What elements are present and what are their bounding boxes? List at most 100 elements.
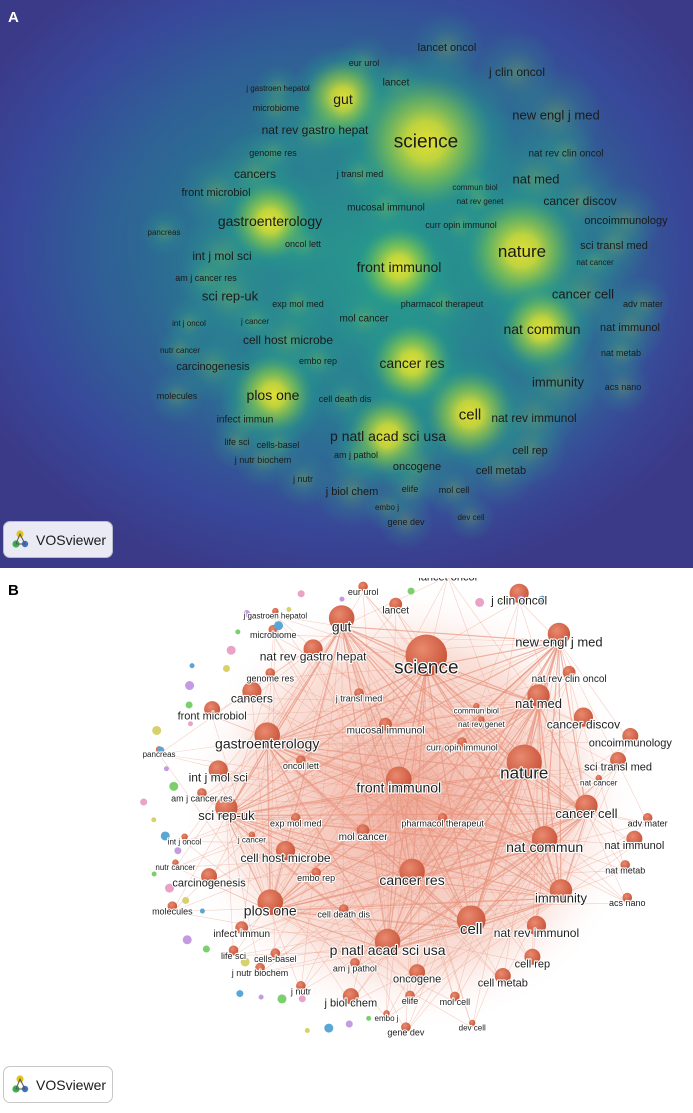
journal-node[interactable] bbox=[595, 774, 602, 782]
minor-cluster-node[interactable] bbox=[182, 935, 192, 945]
journal-node[interactable] bbox=[208, 760, 228, 780]
minor-cluster-node[interactable] bbox=[169, 781, 179, 791]
journal-node[interactable] bbox=[622, 892, 633, 903]
journal-node[interactable] bbox=[562, 665, 576, 679]
journal-node[interactable] bbox=[399, 858, 425, 885]
journal-node[interactable] bbox=[401, 1022, 411, 1032]
minor-cluster-node[interactable] bbox=[277, 994, 287, 1004]
minor-cluster-node[interactable] bbox=[182, 896, 190, 904]
journal-node[interactable] bbox=[228, 945, 239, 956]
journal-node[interactable] bbox=[255, 962, 265, 973]
journal-node[interactable] bbox=[204, 701, 221, 718]
journal-node[interactable] bbox=[374, 928, 401, 955]
minor-cluster-node[interactable] bbox=[324, 1023, 334, 1033]
minor-cluster-node[interactable] bbox=[151, 817, 157, 823]
journal-node[interactable] bbox=[473, 702, 480, 710]
journal-node[interactable] bbox=[626, 830, 643, 847]
journal-node[interactable] bbox=[547, 622, 571, 646]
journal-node[interactable] bbox=[242, 681, 262, 701]
journal-node[interactable] bbox=[296, 981, 306, 991]
journal-node[interactable] bbox=[437, 813, 448, 823]
journal-node[interactable] bbox=[457, 737, 467, 747]
journal-node[interactable] bbox=[494, 968, 511, 984]
journal-node[interactable] bbox=[506, 744, 542, 780]
journal-node[interactable] bbox=[356, 824, 370, 838]
journal-node[interactable] bbox=[405, 990, 415, 1001]
minor-cluster-node[interactable] bbox=[140, 798, 148, 806]
minor-cluster-node[interactable] bbox=[174, 847, 182, 855]
journal-node[interactable] bbox=[622, 728, 639, 744]
minor-cluster-node[interactable] bbox=[475, 597, 485, 607]
journal-node[interactable] bbox=[311, 867, 321, 878]
journal-node[interactable] bbox=[478, 716, 485, 723]
journal-node[interactable] bbox=[575, 794, 598, 818]
minor-cluster-node[interactable] bbox=[157, 746, 165, 754]
minor-cluster-node[interactable] bbox=[258, 994, 264, 1000]
minor-cluster-node[interactable] bbox=[222, 665, 230, 673]
journal-node[interactable] bbox=[409, 964, 426, 981]
journal-node[interactable] bbox=[338, 904, 349, 914]
minor-cluster-node[interactable] bbox=[187, 721, 193, 727]
minor-cluster-node[interactable] bbox=[202, 945, 210, 953]
minor-cluster-node[interactable] bbox=[274, 621, 284, 631]
journal-node[interactable] bbox=[379, 717, 392, 731]
journal-node[interactable] bbox=[197, 788, 207, 798]
journal-node[interactable] bbox=[167, 901, 178, 911]
journal-node[interactable] bbox=[358, 581, 368, 592]
minor-cluster-node[interactable] bbox=[235, 629, 241, 635]
journal-node[interactable] bbox=[531, 826, 558, 852]
journal-node[interactable] bbox=[215, 796, 238, 819]
minor-cluster-node[interactable] bbox=[226, 645, 236, 655]
journal-node[interactable] bbox=[270, 948, 281, 958]
journal-node[interactable] bbox=[354, 688, 364, 698]
minor-cluster-node[interactable] bbox=[497, 597, 503, 603]
journal-node[interactable] bbox=[342, 988, 359, 1005]
minor-cluster-node[interactable] bbox=[223, 953, 229, 959]
minor-cluster-node[interactable] bbox=[199, 908, 205, 914]
journal-node[interactable] bbox=[248, 831, 256, 838]
journal-node[interactable] bbox=[526, 915, 547, 936]
minor-cluster-node[interactable] bbox=[345, 1020, 353, 1028]
journal-node[interactable] bbox=[450, 991, 460, 1002]
journal-node[interactable] bbox=[328, 605, 355, 631]
minor-cluster-node[interactable] bbox=[243, 610, 251, 618]
journal-node[interactable] bbox=[456, 905, 486, 935]
journal-node[interactable] bbox=[469, 1019, 476, 1027]
journal-node[interactable] bbox=[405, 634, 448, 677]
journal-node[interactable] bbox=[181, 833, 188, 840]
minor-cluster-node[interactable] bbox=[407, 587, 415, 595]
journal-node[interactable] bbox=[254, 722, 280, 748]
journal-node[interactable] bbox=[620, 860, 631, 870]
journal-node[interactable] bbox=[257, 889, 284, 915]
minor-cluster-node[interactable] bbox=[185, 681, 195, 691]
minor-cluster-node[interactable] bbox=[164, 883, 174, 893]
journal-node[interactable] bbox=[610, 752, 627, 768]
journal-node[interactable] bbox=[290, 813, 301, 823]
journal-node[interactable] bbox=[172, 859, 179, 866]
minor-cluster-node[interactable] bbox=[236, 990, 244, 998]
minor-cluster-node[interactable] bbox=[152, 725, 162, 735]
journal-node[interactable] bbox=[235, 921, 249, 935]
journal-node[interactable] bbox=[201, 868, 218, 885]
journal-node[interactable] bbox=[383, 1010, 390, 1017]
minor-cluster-node[interactable] bbox=[240, 957, 250, 967]
minor-cluster-node[interactable] bbox=[339, 596, 345, 602]
journal-node[interactable] bbox=[549, 879, 573, 902]
journal-node[interactable] bbox=[296, 755, 306, 766]
minor-cluster-node[interactable] bbox=[286, 606, 292, 612]
minor-cluster-node[interactable] bbox=[151, 871, 157, 877]
journal-node[interactable] bbox=[385, 766, 412, 793]
journal-node[interactable] bbox=[350, 958, 360, 968]
journal-node[interactable] bbox=[275, 841, 296, 861]
journal-node[interactable] bbox=[642, 813, 653, 823]
journal-node[interactable] bbox=[303, 639, 323, 659]
minor-cluster-node[interactable] bbox=[297, 590, 305, 598]
journal-node[interactable] bbox=[272, 607, 279, 615]
minor-cluster-node[interactable] bbox=[160, 831, 170, 841]
minor-cluster-node[interactable] bbox=[189, 663, 195, 669]
minor-cluster-node[interactable] bbox=[163, 766, 169, 772]
minor-cluster-node[interactable] bbox=[304, 1027, 310, 1033]
journal-node[interactable] bbox=[524, 948, 541, 965]
minor-cluster-node[interactable] bbox=[185, 701, 193, 709]
journal-node[interactable] bbox=[389, 597, 403, 611]
